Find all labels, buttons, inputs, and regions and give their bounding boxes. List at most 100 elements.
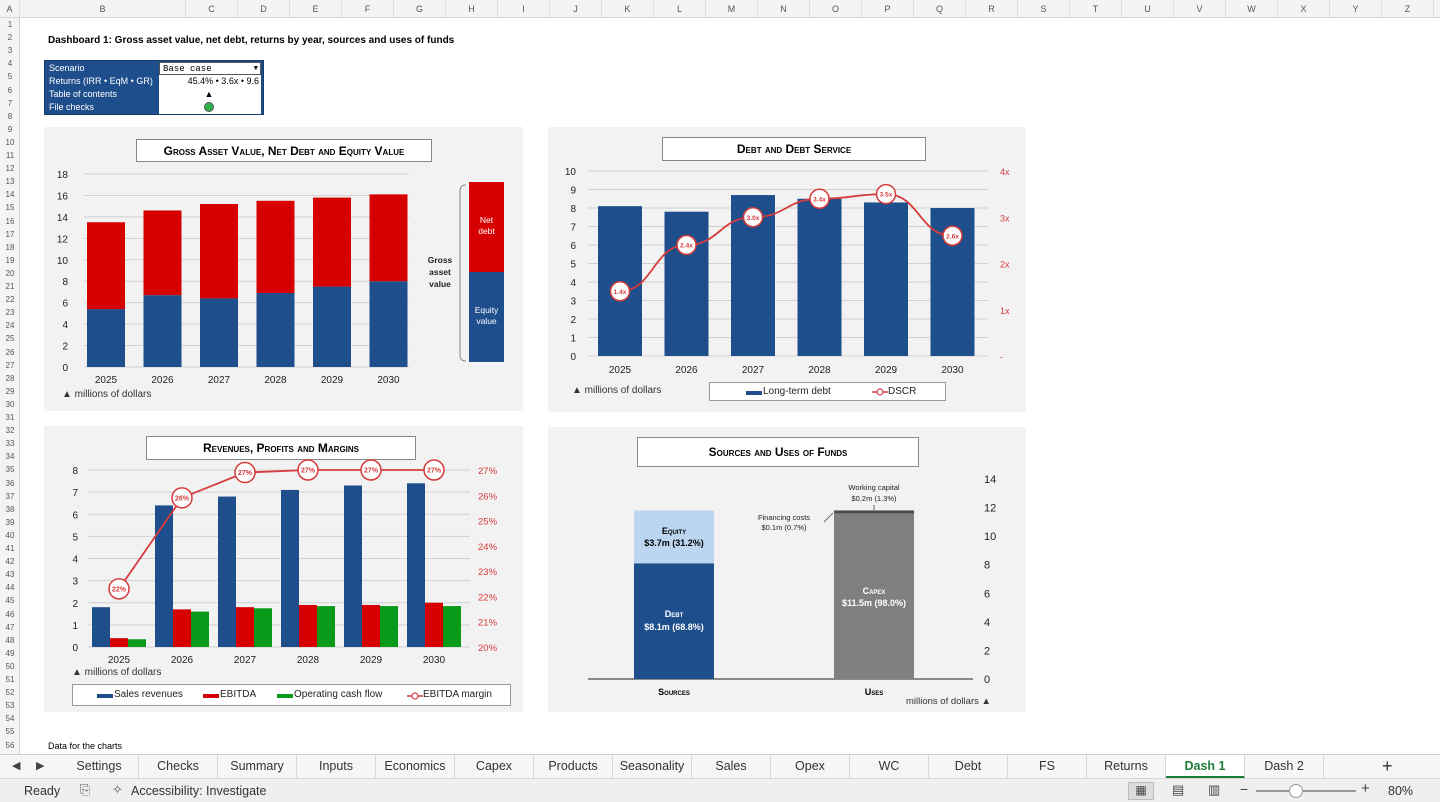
column-header[interactable]: Q	[914, 0, 966, 18]
sheet-tab[interactable]: Products	[534, 755, 613, 778]
row-header[interactable]: 16	[5, 216, 15, 226]
column-header[interactable]: B	[20, 0, 186, 18]
row-header[interactable]: 23	[5, 308, 15, 318]
sheet-tab[interactable]: Capex	[455, 755, 534, 778]
row-header[interactable]: 26	[5, 347, 15, 357]
column-header[interactable]: T	[1070, 0, 1122, 18]
column-header[interactable]: O	[810, 0, 862, 18]
macro-record-icon[interactable]: ⎘	[80, 782, 91, 797]
normal-view-icon[interactable]: ▦	[1128, 782, 1154, 800]
column-header[interactable]: N	[758, 0, 810, 18]
row-header[interactable]: 9	[7, 124, 13, 134]
column-header[interactable]: D	[238, 0, 290, 18]
zoom-in-button[interactable]: +	[1361, 780, 1370, 797]
row-header[interactable]: 43	[5, 570, 15, 580]
row-header[interactable]: 2	[7, 33, 13, 43]
column-header[interactable]: F	[342, 0, 394, 18]
row-header[interactable]: 56	[5, 740, 15, 750]
row-header[interactable]: 50	[5, 661, 15, 671]
row-header[interactable]: 40	[5, 530, 15, 540]
column-header[interactable]: L	[654, 0, 706, 18]
column-header[interactable]: J	[550, 0, 602, 18]
sheet-tab[interactable]: Economics	[376, 755, 455, 778]
sheet-tab[interactable]: Seasonality	[613, 755, 692, 778]
row-header[interactable]: 28	[5, 373, 15, 383]
column-header[interactable]: K	[602, 0, 654, 18]
row-header[interactable]: 18	[5, 242, 15, 252]
sheet-tab[interactable]: Summary	[218, 755, 297, 778]
row-header[interactable]: 21	[5, 282, 15, 291]
toc-link[interactable]: ▲	[159, 88, 261, 101]
column-header[interactable]: W	[1226, 0, 1278, 18]
column-header[interactable]: X	[1278, 0, 1330, 18]
row-header[interactable]: 33	[5, 439, 15, 449]
column-header[interactable]: AA	[1434, 0, 1440, 18]
row-header[interactable]: 49	[5, 648, 15, 658]
row-header[interactable]: 20	[5, 268, 15, 278]
row-header[interactable]: 7	[7, 98, 13, 108]
row-header[interactable]: 6	[7, 85, 13, 95]
scenario-dropdown[interactable]: Base case ▼	[159, 62, 261, 75]
column-header[interactable]: R	[966, 0, 1018, 18]
row-header[interactable]: 42	[5, 557, 15, 567]
row-header[interactable]: 53	[5, 701, 15, 711]
tab-scroll-right-icon[interactable]: ▶	[36, 760, 45, 772]
sheet-tab[interactable]: Settings	[60, 755, 139, 778]
row-header[interactable]: 31	[5, 413, 15, 422]
row-header[interactable]: 47	[5, 622, 15, 632]
column-header[interactable]: Z	[1382, 0, 1434, 18]
row-header[interactable]: 34	[5, 452, 15, 462]
column-header[interactable]: Y	[1330, 0, 1382, 18]
sheet-tab[interactable]: Sales	[692, 755, 771, 778]
sheet-tab[interactable]: FS	[1008, 755, 1087, 778]
row-header[interactable]: 12	[5, 164, 15, 174]
sources-chart-panel[interactable]: Sources and Uses of Funds 0 2 4 6 8 10 12 14 Equ…	[548, 427, 1026, 712]
row-header[interactable]: 44	[5, 583, 15, 593]
row-header[interactable]: 46	[5, 609, 15, 619]
revenue-chart-panel[interactable]: Revenues, Profits and Margins 0 1 2 3 4 5 6 7 8 2…	[44, 426, 523, 712]
row-header[interactable]: 19	[5, 255, 15, 265]
zoom-out-button[interactable]: −	[1240, 781, 1249, 797]
row-header[interactable]: 15	[5, 203, 15, 213]
row-header[interactable]: 8	[7, 111, 13, 121]
row-header[interactable]: 29	[5, 386, 15, 396]
row-header[interactable]: 14	[5, 190, 15, 200]
accessibility-status[interactable]: Accessibility: Investigate	[131, 784, 267, 798]
row-header[interactable]: 32	[5, 426, 15, 436]
sheet-tab[interactable]: Dash 2	[1245, 755, 1324, 778]
row-header[interactable]: 51	[5, 675, 15, 684]
sheet-tab[interactable]: WC	[850, 755, 929, 778]
row-header[interactable]: 45	[5, 596, 15, 606]
add-sheet-button[interactable]: +	[1382, 756, 1393, 776]
row-header[interactable]: 5	[7, 72, 13, 82]
accessibility-icon[interactable]: ✧	[112, 782, 123, 797]
row-header[interactable]: 54	[5, 714, 15, 724]
column-header[interactable]: E	[290, 0, 342, 18]
debt-chart-panel[interactable]: Debt and Debt Service 0 1 2 3 4 5 6 7 8 9 10 - 1x 2x 3…	[548, 127, 1026, 412]
row-header[interactable]: 39	[5, 517, 15, 527]
row-header[interactable]: 17	[5, 229, 15, 239]
row-header[interactable]: 41	[5, 544, 15, 553]
sheet-tab[interactable]: Dash 1	[1166, 755, 1245, 778]
column-header[interactable]: A	[0, 0, 20, 18]
column-header[interactable]: C	[186, 0, 238, 18]
tab-scroll-left-icon[interactable]: ◀	[12, 760, 21, 772]
page-layout-view-icon[interactable]: ▤	[1172, 782, 1185, 797]
row-header[interactable]: 22	[5, 295, 15, 305]
row-header[interactable]: 13	[5, 177, 15, 187]
row-header[interactable]: 38	[5, 504, 15, 514]
row-header[interactable]: 11	[5, 151, 15, 160]
sheet-tab[interactable]: Inputs	[297, 755, 376, 778]
column-header[interactable]: U	[1122, 0, 1174, 18]
sheet-tab[interactable]: Returns	[1087, 755, 1166, 778]
zoom-slider[interactable]	[1256, 790, 1356, 792]
sheet-tab[interactable]: Debt	[929, 755, 1008, 778]
row-header[interactable]: 48	[5, 635, 15, 645]
row-header[interactable]: 52	[5, 688, 15, 698]
row-header[interactable]: 27	[5, 360, 15, 370]
row-header[interactable]: 4	[7, 59, 13, 69]
column-header[interactable]: P	[862, 0, 914, 18]
row-header[interactable]: 24	[5, 321, 15, 331]
row-header[interactable]: 37	[5, 491, 15, 501]
sheet-tab[interactable]: Opex	[771, 755, 850, 778]
